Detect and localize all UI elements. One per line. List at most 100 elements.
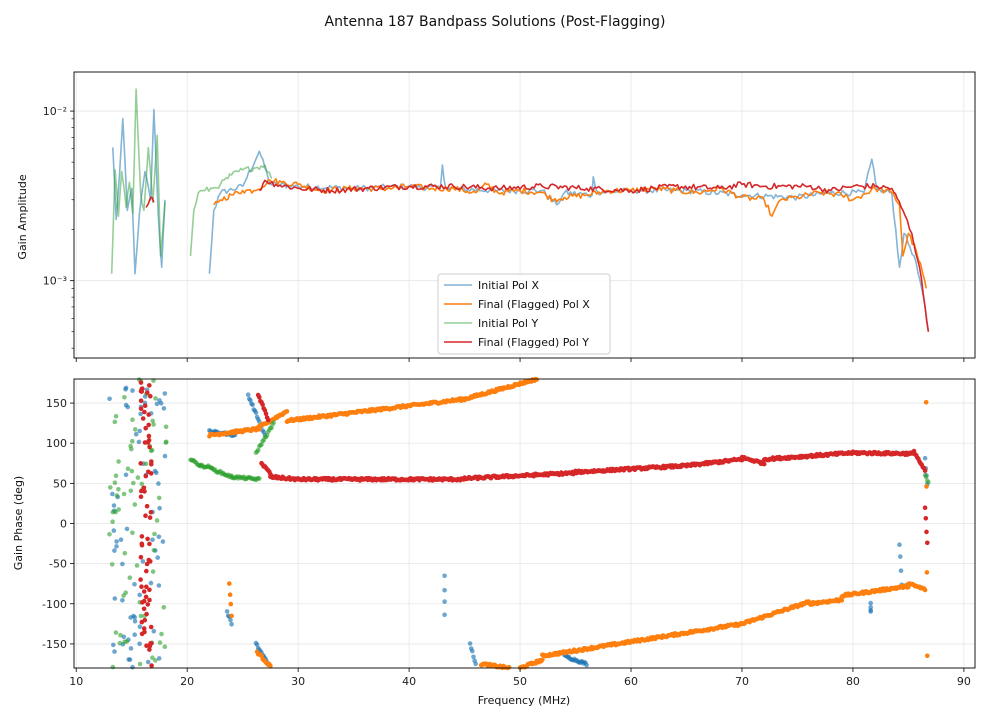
phase-point-s2 <box>153 658 158 663</box>
phase-point-s3 <box>149 663 154 668</box>
phase-ytick-label: -50 <box>49 558 67 571</box>
phase-point-s0 <box>125 404 131 410</box>
phase-point-s0 <box>137 641 142 647</box>
phase-xtick-label: 30 <box>291 675 305 688</box>
phase-point-s0 <box>254 642 260 647</box>
phase-point-s3 <box>145 440 151 445</box>
phase-point-s0 <box>160 539 166 544</box>
phase-point-s0 <box>154 401 160 407</box>
phase-point-s0 <box>257 419 262 424</box>
phase-point-s3 <box>147 541 152 547</box>
phase-xtick-label: 80 <box>846 675 860 688</box>
phase-point-s0 <box>253 410 259 416</box>
phase-point-s3 <box>139 631 145 637</box>
phase-point-s2 <box>122 395 127 400</box>
phase-point-s0 <box>132 615 137 620</box>
phase-point-s2 <box>148 448 154 454</box>
phase-point-s0 <box>114 544 119 549</box>
phase-point-s2 <box>114 493 120 498</box>
phase-point-s3 <box>139 541 145 547</box>
phase-point-s0 <box>118 537 124 542</box>
phase-point-s3 <box>147 515 153 520</box>
phase-point-s2 <box>926 480 931 485</box>
phase-axes: 10 20 30 40 50 60 70 80 90 -150 -100 -50 0 50 100 150 <box>42 378 976 688</box>
phase-point-s2 <box>135 475 141 480</box>
phase-point-s2 <box>156 495 162 501</box>
amplitude-series-1-line <box>213 178 927 289</box>
phase-point-s3 <box>139 534 145 539</box>
phase-point-s3 <box>138 554 144 560</box>
phase-point-s0 <box>148 580 154 586</box>
phase-point-s0 <box>473 661 479 667</box>
phase-point-s0 <box>107 396 112 402</box>
phase-point-s1 <box>922 587 928 593</box>
phase-point-s1 <box>227 581 232 586</box>
phase-point-s0 <box>140 559 146 564</box>
phase-point-s3 <box>142 403 148 409</box>
phase-point-s0 <box>130 664 135 670</box>
phase-point-s0 <box>120 561 125 567</box>
phase-point-s0 <box>898 568 904 573</box>
phase-point-s0 <box>442 599 447 604</box>
amplitude-series-3-line <box>145 196 155 208</box>
phase-point-s0 <box>114 539 119 544</box>
phase-point-s3 <box>143 594 149 600</box>
phase-point-s0 <box>132 619 138 624</box>
phase-point-s3 <box>761 461 767 467</box>
amplitude-frame <box>73 71 976 359</box>
phase-point-s2 <box>122 639 127 644</box>
phase-point-s2 <box>151 378 156 383</box>
phase-point-s2 <box>271 420 277 425</box>
phase-xtick-label: 20 <box>180 675 194 688</box>
phase-point-s1 <box>506 664 512 670</box>
phase-point-s0 <box>128 615 133 620</box>
amplitude-series-2-line <box>189 164 273 256</box>
phase-point-s3 <box>144 568 149 574</box>
phase-point-s2 <box>150 655 155 660</box>
phase-xtick-label: 60 <box>624 675 638 688</box>
phase-point-s2 <box>161 605 167 610</box>
phase-point-s0 <box>130 388 135 393</box>
phase-point-s2 <box>163 424 169 430</box>
phase-point-s1 <box>924 484 929 489</box>
phase-point-s0 <box>151 628 157 634</box>
phase-point-s2 <box>129 446 134 452</box>
phase-point-s2 <box>137 661 143 667</box>
phase-point-s3 <box>265 417 271 423</box>
phase-point-s2 <box>154 518 160 523</box>
phase-xlabel: Frequency (MHz) <box>478 694 570 707</box>
phase-point-s2 <box>116 487 121 492</box>
phase-point-s0 <box>110 491 115 497</box>
phase-xtick-label: 40 <box>402 675 416 688</box>
phase-point-s0 <box>112 649 117 654</box>
phase-point-s3 <box>142 617 148 623</box>
phase-point-s2 <box>139 481 145 487</box>
phase-point-s2 <box>118 632 123 638</box>
phase-point-s2 <box>162 644 168 649</box>
phase-point-s2 <box>264 433 270 438</box>
phase-point-s3 <box>141 606 147 612</box>
phase-point-s3 <box>148 641 153 646</box>
phase-point-s0 <box>127 657 133 662</box>
phase-point-s3 <box>922 505 928 511</box>
phase-point-s3 <box>146 422 151 428</box>
phase-point-s1 <box>924 570 930 575</box>
phase-point-s1 <box>540 657 545 662</box>
phase-point-s2 <box>127 575 133 580</box>
phase-point-s2 <box>116 459 121 464</box>
phase-point-s2 <box>130 438 135 444</box>
phase-point-s2 <box>121 491 127 497</box>
phase-point-s0 <box>150 537 155 543</box>
phase-point-s3 <box>145 390 150 396</box>
phase-point-s0 <box>157 505 162 511</box>
phase-point-s2 <box>110 509 116 515</box>
phase-point-s0 <box>124 526 130 532</box>
phase-ytick-label: 150 <box>46 397 67 410</box>
phase-point-s0 <box>162 453 168 459</box>
phase-point-s2 <box>130 530 135 536</box>
phase-point-s3 <box>145 602 151 607</box>
amplitude-plot <box>110 88 930 332</box>
phase-point-s0 <box>224 609 230 614</box>
phase-point-s2 <box>150 418 155 424</box>
